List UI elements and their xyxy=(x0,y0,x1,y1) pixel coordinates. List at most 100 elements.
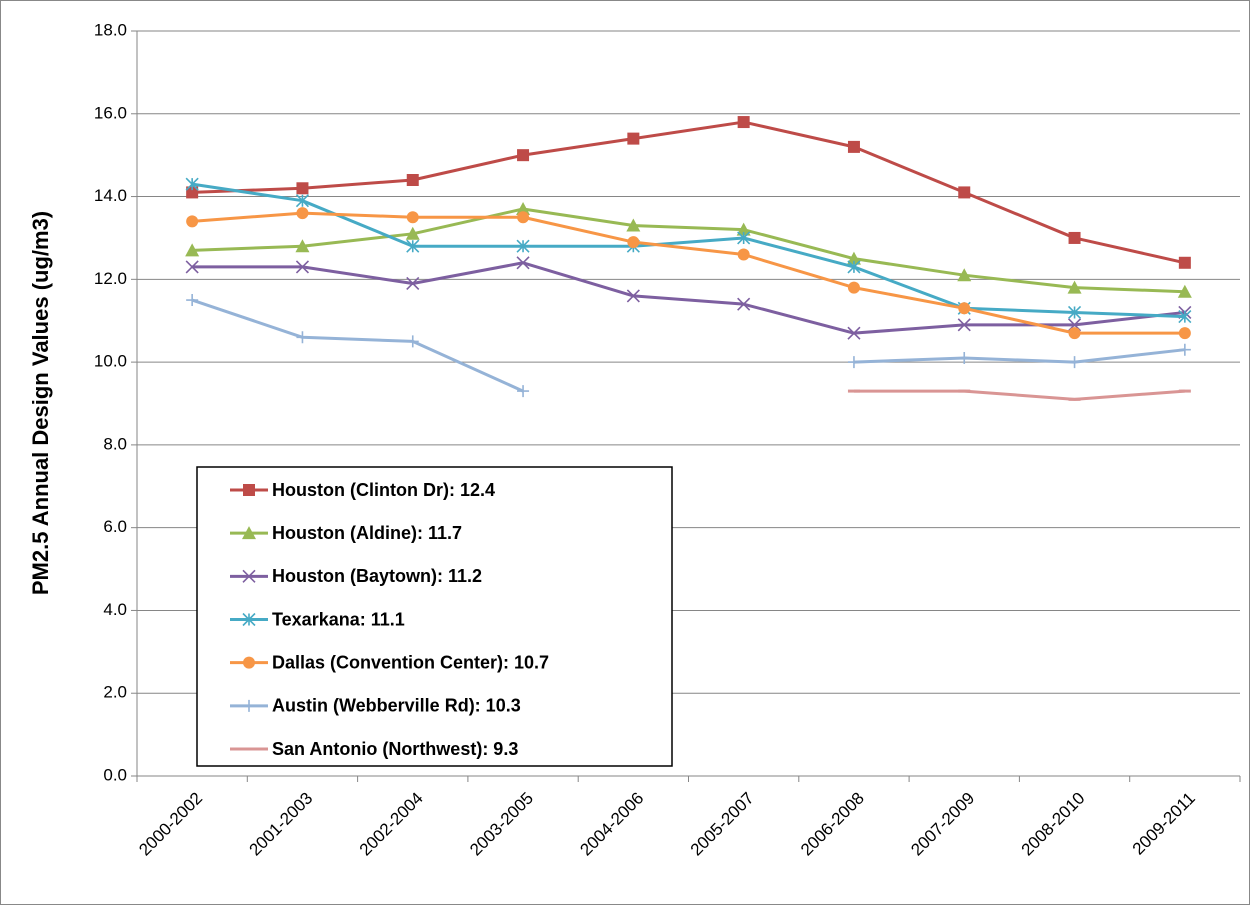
marker-shape xyxy=(847,260,861,274)
marker xyxy=(185,260,199,274)
marker-shape xyxy=(957,318,971,332)
marker xyxy=(627,132,640,145)
legend-label: Houston (Baytown): 11.2 xyxy=(272,566,482,586)
marker-shape xyxy=(737,297,751,311)
marker xyxy=(847,356,860,369)
marker xyxy=(296,182,309,195)
marker xyxy=(957,318,971,332)
y-tick-label: 4.0 xyxy=(103,600,127,619)
marker-shape xyxy=(846,251,861,265)
marker xyxy=(405,226,420,240)
marker xyxy=(626,218,641,232)
legend-label: Texarkana: 11.1 xyxy=(272,609,405,629)
marker-shape xyxy=(186,294,199,307)
marker-shape xyxy=(847,356,860,369)
marker-shape xyxy=(185,177,199,191)
marker-shape xyxy=(1068,231,1081,244)
marker xyxy=(1178,310,1192,324)
y-tick-label: 6.0 xyxy=(103,517,127,536)
marker-shape xyxy=(517,385,530,398)
y-tick-label: 12.0 xyxy=(94,269,127,288)
marker xyxy=(958,186,971,199)
marker xyxy=(1067,305,1082,320)
marker-shape xyxy=(957,268,972,282)
marker xyxy=(406,335,419,348)
series-line xyxy=(191,298,1186,393)
y-axis-title: PM2.5 Annual Design Values (ug/m3) xyxy=(28,211,53,595)
marker-shape xyxy=(1178,343,1191,356)
marker-shape xyxy=(517,149,530,162)
marker xyxy=(516,201,531,215)
marker-shape xyxy=(1178,327,1191,340)
marker xyxy=(242,612,256,627)
marker-shape xyxy=(243,656,255,669)
marker xyxy=(242,526,256,540)
marker-shape xyxy=(847,281,860,294)
marker xyxy=(1177,284,1192,298)
marker-shape xyxy=(186,215,199,228)
y-tick-label: 14.0 xyxy=(94,186,127,205)
marker xyxy=(1178,327,1191,340)
marker-shape xyxy=(1178,256,1191,269)
marker xyxy=(243,656,255,669)
marker xyxy=(1178,343,1191,356)
marker xyxy=(957,268,972,282)
marker-shape xyxy=(406,276,420,291)
marker xyxy=(243,484,255,496)
y-tick-label: 0.0 xyxy=(103,765,127,784)
marker-shape xyxy=(1068,327,1081,340)
marker-shape xyxy=(295,194,310,208)
marker xyxy=(516,239,530,253)
marker-shape xyxy=(296,182,309,195)
y-tick-label: 8.0 xyxy=(103,434,127,453)
marker xyxy=(185,177,199,191)
y-tick-label: 16.0 xyxy=(94,103,127,122)
marker-shape xyxy=(1068,356,1081,369)
marker-shape xyxy=(243,484,255,496)
marker-shape xyxy=(626,289,640,303)
legend-label: San Antonio (Northwest): 9.3 xyxy=(272,739,518,759)
marker-shape xyxy=(516,239,530,253)
marker-shape xyxy=(406,335,419,348)
marker xyxy=(958,302,971,315)
marker-shape xyxy=(296,331,309,344)
marker xyxy=(186,294,199,307)
marker-shape xyxy=(296,207,309,220)
marker xyxy=(847,326,861,340)
legend-label: Dallas (Convention Center): 10.7 xyxy=(272,652,549,672)
series-line xyxy=(853,389,1185,401)
legend-label: Houston (Clinton Dr): 12.4 xyxy=(272,480,495,500)
marker xyxy=(186,186,199,199)
marker-shape xyxy=(242,612,256,627)
marker xyxy=(242,569,256,583)
marker xyxy=(737,248,750,261)
marker-shape xyxy=(186,186,199,199)
marker-shape xyxy=(517,211,530,224)
marker xyxy=(737,231,751,245)
marker-shape xyxy=(736,222,751,236)
marker xyxy=(737,116,750,129)
marker-shape xyxy=(242,526,256,540)
marker-shape xyxy=(737,231,751,245)
marker xyxy=(1068,356,1081,369)
marker-shape xyxy=(847,140,860,153)
y-tick-label: 10.0 xyxy=(94,352,127,371)
marker-shape xyxy=(1178,310,1192,324)
marker xyxy=(406,211,419,224)
marker xyxy=(517,211,530,224)
marker-shape xyxy=(1177,284,1192,298)
series-line xyxy=(192,207,1185,294)
marker xyxy=(737,297,751,311)
marker-shape xyxy=(1067,280,1082,294)
legend-label: Houston (Aldine): 11.7 xyxy=(272,523,462,543)
marker xyxy=(1068,231,1081,244)
marker-shape xyxy=(185,260,199,274)
y-tick-label: 18.0 xyxy=(94,20,127,39)
marker-shape xyxy=(737,248,750,261)
marker-shape xyxy=(243,699,255,712)
marker-shape xyxy=(406,174,419,186)
marker xyxy=(958,351,971,364)
marker xyxy=(736,222,751,236)
